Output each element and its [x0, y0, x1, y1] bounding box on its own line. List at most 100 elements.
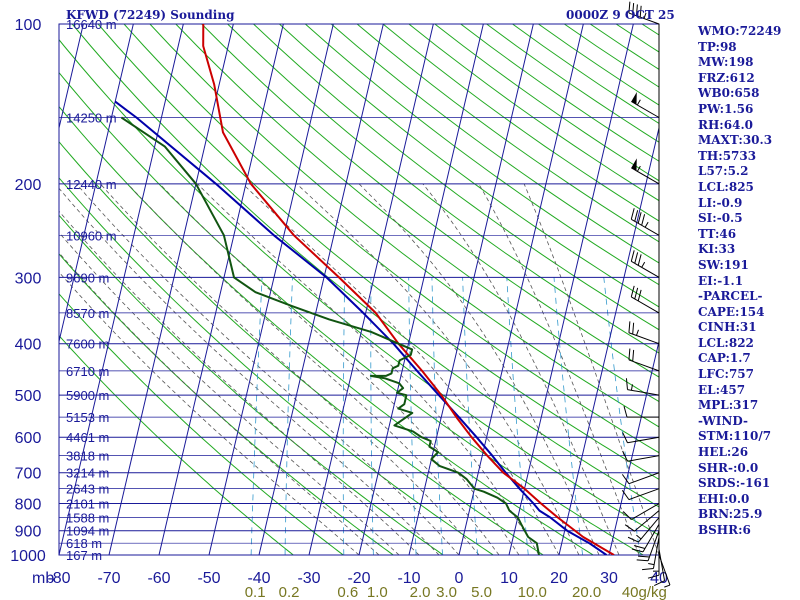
pressure-tick-label: 200	[15, 177, 42, 194]
mixing-ratio-line	[284, 277, 293, 555]
wind-barbs	[621, 1, 671, 588]
wind-barb-half	[636, 534, 642, 540]
isotherm	[208, 24, 334, 555]
dry-adiabats	[59, 24, 659, 555]
index-entry: LCL:825	[698, 179, 754, 194]
temperature-tick-label: -50	[197, 570, 220, 587]
index-entry: KI:33	[698, 242, 736, 257]
index-entry: BSHR:6	[698, 523, 751, 537]
wind-barb-flag	[622, 432, 628, 443]
index-entry: WMO:72249	[698, 24, 782, 38]
mixing-ratio-label: 2.0	[410, 584, 431, 600]
mixing-ratio-line	[342, 277, 346, 555]
temperature-tick-label: -70	[97, 570, 120, 587]
mixing-ratio-label: 1.0	[367, 584, 388, 600]
wind-barb-half	[641, 261, 646, 268]
wind-barb	[622, 450, 660, 462]
index-entry: RH:64.0	[698, 117, 753, 132]
wind-barb	[631, 158, 660, 185]
wind-barb-half	[644, 221, 649, 228]
wind-barb-flag	[630, 250, 635, 262]
index-entry: SHR-:0.0	[698, 460, 759, 475]
x-unit-label: mb	[32, 570, 54, 587]
temperature-tick-label: -60	[147, 570, 170, 587]
wind-barb	[647, 543, 660, 579]
temperature-tick-label: -20	[347, 570, 370, 587]
wind-barb-flag	[628, 1, 631, 14]
index-entry: FRZ:612	[698, 70, 755, 85]
index-entry: LI:-0.9	[698, 195, 743, 210]
mixing-ratio-label: 20.0	[572, 584, 601, 600]
wind-barb-staff	[638, 517, 660, 543]
plot-frame	[58, 23, 660, 556]
wind-barb-flag	[632, 322, 635, 335]
wind-barb-half	[630, 384, 633, 391]
wind-barb	[631, 523, 660, 553]
pressure-tick-label: 1000	[10, 548, 46, 565]
mixing-ratio-line	[462, 277, 479, 555]
mixing-ratio-label: 40g/kg	[622, 584, 667, 600]
wind-barb-flag	[628, 321, 631, 333]
mixing-ratio-label: 0.2	[279, 584, 300, 600]
wind-barb-flag	[635, 4, 638, 16]
wind-barb-flag	[630, 208, 635, 220]
isobars	[58, 23, 660, 556]
wind-barb	[621, 472, 660, 485]
index-entry: EI:-1.1	[698, 273, 744, 288]
pressure-tick-label: 400	[15, 337, 42, 354]
moist-adiabat	[59, 252, 380, 555]
isotherm	[408, 24, 534, 555]
temperature-tick-label: 20	[550, 570, 568, 587]
wind-barb	[630, 285, 660, 314]
isotherm	[508, 24, 634, 555]
sounding-traces	[114, 24, 615, 555]
wind-barb-flag	[628, 348, 631, 360]
index-entry: CINH:31	[698, 320, 757, 335]
wind-barb-flag	[638, 555, 650, 558]
wind-barb	[628, 321, 660, 345]
moist-adiabat	[242, 183, 560, 555]
wind-barb-staff	[628, 332, 660, 345]
isotherm	[258, 24, 384, 555]
stability-indices-panel: WMO:72249 TP:98 MW:198 FRZ:612 WB0:658 PW:1.5…	[698, 24, 800, 539]
wind-barb-flag	[632, 349, 635, 362]
temperature-tick-label: -40	[247, 570, 270, 587]
index-entry: -WIND-	[698, 413, 748, 428]
index-entry: SI:-0.5	[698, 211, 743, 226]
pressure-tick-label: 600	[15, 430, 42, 447]
wind-barb-flag	[634, 252, 639, 264]
pressure-tick-labels: 100 200 300 400 500 600 700 800 900 1000	[10, 17, 46, 565]
index-entry: EL:457	[698, 382, 746, 397]
wind-barb-flag	[642, 568, 654, 571]
wind-barb	[631, 91, 660, 118]
wind-barb-staff	[642, 523, 660, 553]
index-entry: SW:191	[698, 257, 749, 272]
wind-barb	[624, 510, 660, 532]
wind-barb-half	[643, 12, 647, 19]
wind-barb-flag	[624, 524, 635, 532]
index-entry: MAXT:30.3	[698, 133, 773, 148]
height-label: 1588 m	[66, 511, 109, 526]
height-label: 6710 m	[66, 364, 109, 379]
index-entry: TP:98	[698, 39, 737, 54]
wind-barb-staff	[628, 472, 660, 485]
isotherms	[59, 24, 659, 555]
height-label: 2643 m	[66, 482, 109, 497]
index-entry: CAPE:154	[698, 304, 765, 319]
wind-barb-staff	[631, 218, 660, 236]
temperature-tick-label: -30	[297, 570, 320, 587]
wind-barb-flag	[631, 548, 644, 553]
mixing-ratio-line	[250, 277, 263, 555]
wind-barb-staff	[631, 503, 660, 520]
pressure-tick-label: 900	[15, 524, 42, 541]
wind-barb-flag	[630, 285, 635, 298]
dewpoint-trace	[120, 116, 540, 555]
wind-barb-staff	[627, 455, 660, 462]
chart-title: KFWD (72249) Sounding	[66, 8, 235, 22]
height-label: 5900 m	[66, 388, 109, 403]
wind-barb-flag	[634, 287, 639, 300]
index-entry: TH:5733	[698, 148, 757, 163]
isotherm	[59, 24, 84, 131]
wind-barb-flag	[621, 474, 630, 484]
wind-barb-half	[636, 99, 641, 106]
